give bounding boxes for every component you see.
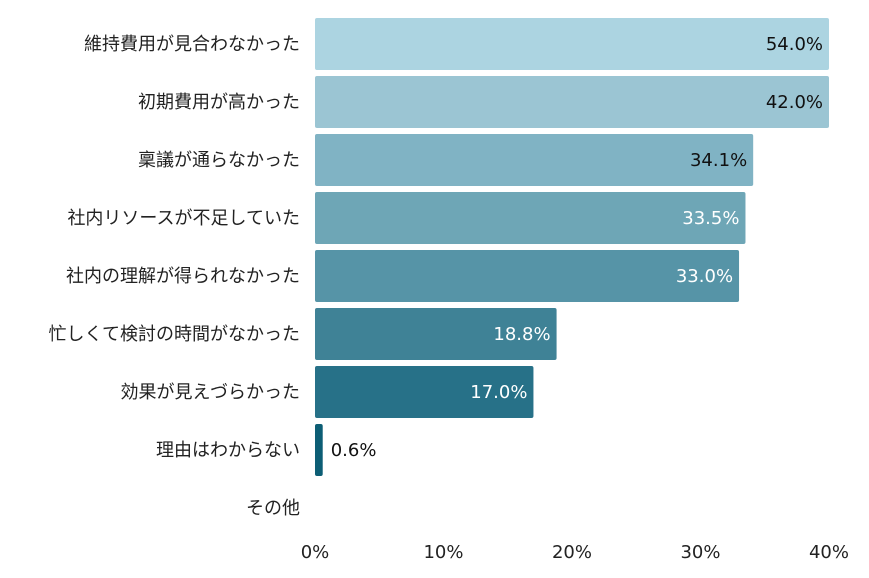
category-label: その他 (246, 498, 300, 519)
x-tick-label: 20% (552, 542, 592, 563)
bar (315, 76, 829, 128)
category-label: 初期費用が高かった (138, 92, 300, 113)
bar (315, 250, 740, 302)
data-label: 0.6% (331, 440, 377, 461)
data-label: 33.5% (682, 208, 739, 229)
bar (315, 192, 746, 244)
x-tick-label: 30% (680, 542, 720, 563)
category-label: 理由はわからない (156, 440, 300, 461)
data-label: 33.0% (676, 266, 733, 287)
category-label: 社内リソースが不足していた (67, 208, 300, 229)
x-tick-label: 10% (423, 542, 463, 563)
data-label: 42.0% (766, 92, 823, 113)
category-label: 稟議が通らなかった (138, 150, 300, 171)
category-label: 維持費用が見合わなかった (84, 34, 300, 55)
category-label: 社内の理解が得られなかった (66, 266, 300, 287)
bar (315, 424, 323, 476)
bar (315, 308, 557, 360)
category-label: 効果が見えづらかった (121, 382, 300, 403)
bar (315, 18, 829, 70)
category-label: 忙しくて検討の時間がなかった (49, 324, 300, 345)
x-tick-label: 40% (809, 542, 849, 563)
data-label: 34.1% (690, 150, 747, 171)
data-label: 54.0% (766, 34, 823, 55)
bar (315, 134, 754, 186)
data-label: 17.0% (470, 382, 527, 403)
x-tick-label: 0% (301, 542, 330, 563)
data-label: 18.8% (493, 324, 550, 345)
bar (315, 366, 534, 418)
